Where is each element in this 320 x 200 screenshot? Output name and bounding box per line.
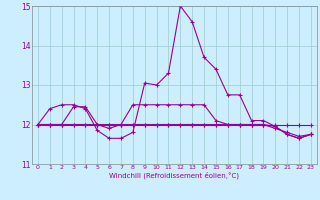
X-axis label: Windchill (Refroidissement éolien,°C): Windchill (Refroidissement éolien,°C): [109, 172, 239, 179]
